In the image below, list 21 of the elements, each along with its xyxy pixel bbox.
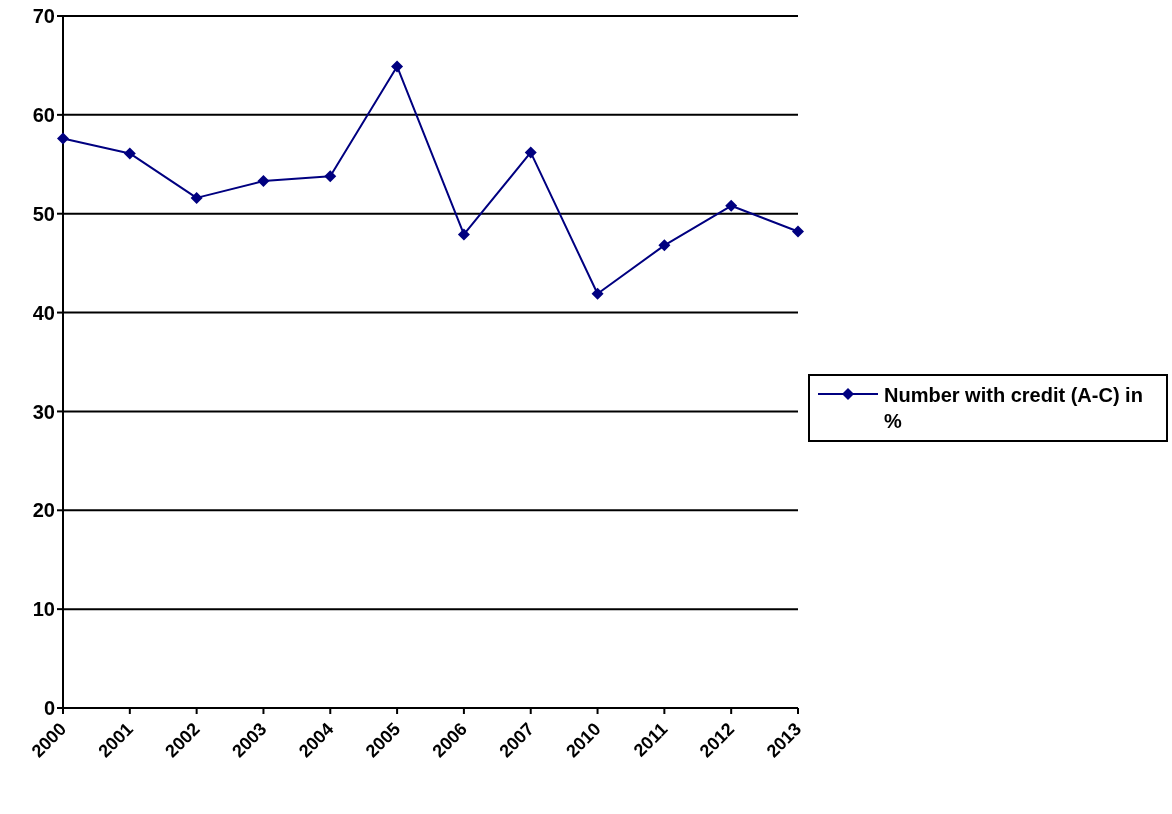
y-tick-label: 0 [43, 697, 55, 720]
y-tick-label: 10 [32, 598, 55, 621]
point [123, 147, 136, 160]
point [725, 199, 738, 212]
point [457, 228, 470, 241]
point [324, 170, 337, 183]
point [792, 225, 804, 238]
y-tick-label: 20 [32, 499, 55, 522]
y-tick-label: 40 [32, 301, 55, 324]
point [57, 132, 69, 145]
point [524, 146, 537, 159]
point [391, 60, 404, 73]
point [591, 287, 604, 300]
y-tick-label: 30 [32, 400, 55, 423]
point [190, 191, 203, 204]
y-tick-label: 50 [32, 202, 55, 225]
y-tick-label: 70 [32, 5, 55, 28]
legend-label: Number with credit (A-C) in % [884, 383, 1144, 434]
y-tick-label: 60 [32, 103, 55, 126]
point [658, 239, 671, 252]
point [257, 175, 270, 188]
